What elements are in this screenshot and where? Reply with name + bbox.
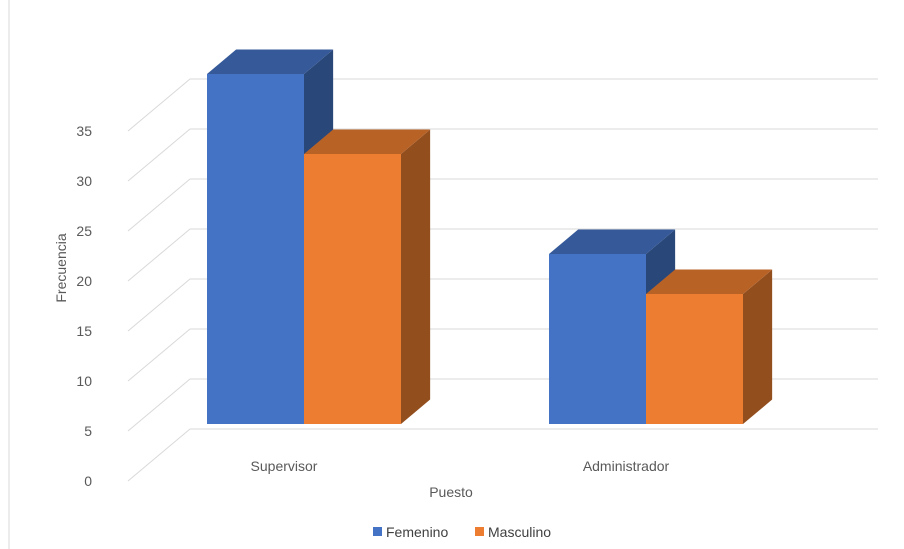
- gridline-depth: [127, 78, 191, 132]
- gridline-depth: [127, 228, 191, 282]
- bar-side: [743, 269, 773, 424]
- legend-swatch-masculino: [475, 527, 484, 536]
- bar-top: [646, 269, 773, 294]
- y-tick-label: 35: [76, 123, 92, 139]
- gridline-depth: [127, 328, 191, 382]
- bar: [646, 294, 743, 424]
- bar: [549, 254, 646, 424]
- y-axis-ticks: 0 5 10 15 20 25 30 35: [76, 123, 92, 489]
- gridline-depth: [127, 378, 191, 432]
- x-axis-ticks: Supervisor Administrador: [251, 458, 670, 474]
- bar-top: [549, 229, 676, 254]
- legend-swatch-femenino: [373, 527, 382, 536]
- gridline-depth: [127, 178, 191, 232]
- bar-top: [207, 49, 334, 74]
- y-axis-title: Frecuencia: [53, 233, 69, 302]
- bars: [207, 49, 773, 425]
- bar-side: [401, 129, 431, 424]
- y-tick-label: 15: [76, 323, 92, 339]
- bar: [207, 74, 304, 424]
- y-tick-label: 5: [84, 423, 92, 439]
- bar: [304, 154, 401, 424]
- bar-top: [304, 129, 431, 154]
- y-tick-label: 20: [76, 273, 92, 289]
- y-tick-label: 10: [76, 373, 92, 389]
- gridline-depth: [127, 128, 191, 182]
- x-tick-label: Administrador: [583, 458, 670, 474]
- gridline-depth: [127, 278, 191, 332]
- x-tick-label: Supervisor: [251, 458, 318, 474]
- legend: Femenino Masculino: [373, 524, 551, 540]
- gridline-depth: [127, 428, 191, 482]
- y-tick-label: 0: [84, 473, 92, 489]
- legend-label-femenino: Femenino: [386, 524, 448, 540]
- x-axis-title: Puesto: [429, 484, 473, 500]
- legend-label-masculino: Masculino: [488, 524, 551, 540]
- y-tick-label: 30: [76, 173, 92, 189]
- y-tick-label: 25: [76, 223, 92, 239]
